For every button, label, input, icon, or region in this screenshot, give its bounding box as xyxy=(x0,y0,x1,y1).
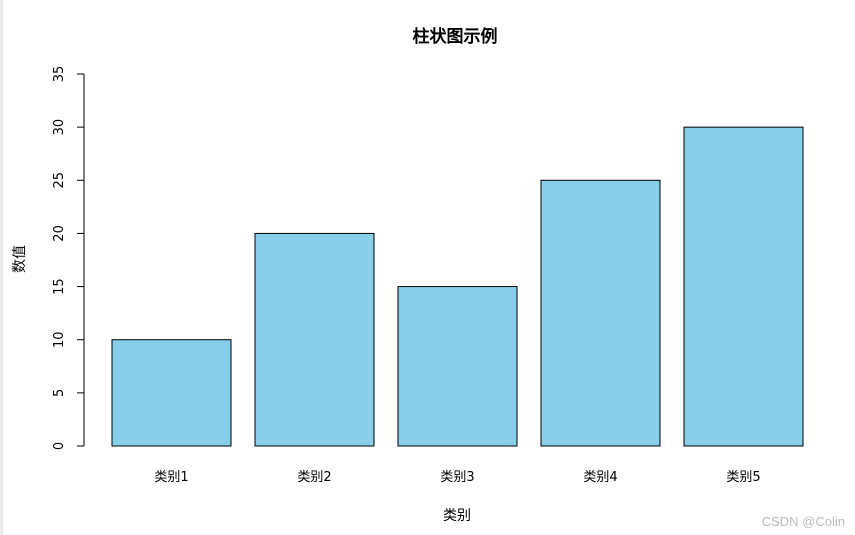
window-left-edge xyxy=(0,0,3,535)
chart-title: 柱状图示例 xyxy=(413,26,498,47)
x-tick-label-3: 类别3 xyxy=(440,470,474,485)
x-tick-labels: 类别1 类别2 类别3 类别4 类别5 xyxy=(154,470,760,485)
y-tick-label-10: 10 xyxy=(52,331,67,348)
bar-4 xyxy=(540,179,661,447)
y-tick-label-15: 15 xyxy=(52,278,67,295)
y-tick-label-30: 30 xyxy=(52,119,67,136)
bar-2 xyxy=(254,232,375,447)
bars-group xyxy=(111,126,804,447)
y-axis: 0 5 10 15 20 25 30 35 xyxy=(52,66,85,450)
x-tick-label-1: 类别1 xyxy=(154,470,188,485)
y-tick-label-25: 25 xyxy=(52,172,67,189)
bar-5 xyxy=(683,126,804,447)
y-tick-label-0: 0 xyxy=(52,442,67,450)
x-axis-label: 类别 xyxy=(443,508,471,524)
x-tick-label-2: 类别2 xyxy=(297,470,331,485)
bar-1 xyxy=(111,339,232,447)
watermark: CSDN @Colin xyxy=(761,514,845,529)
y-tick-label-20: 20 xyxy=(52,225,67,242)
x-tick-label-5: 类别5 xyxy=(726,470,760,485)
y-axis-label: 数值 xyxy=(12,245,28,273)
bar-3 xyxy=(397,286,518,447)
y-tick-label-5: 5 xyxy=(52,389,67,397)
y-tick-label-35: 35 xyxy=(52,66,67,83)
x-tick-label-4: 类别4 xyxy=(583,470,617,485)
